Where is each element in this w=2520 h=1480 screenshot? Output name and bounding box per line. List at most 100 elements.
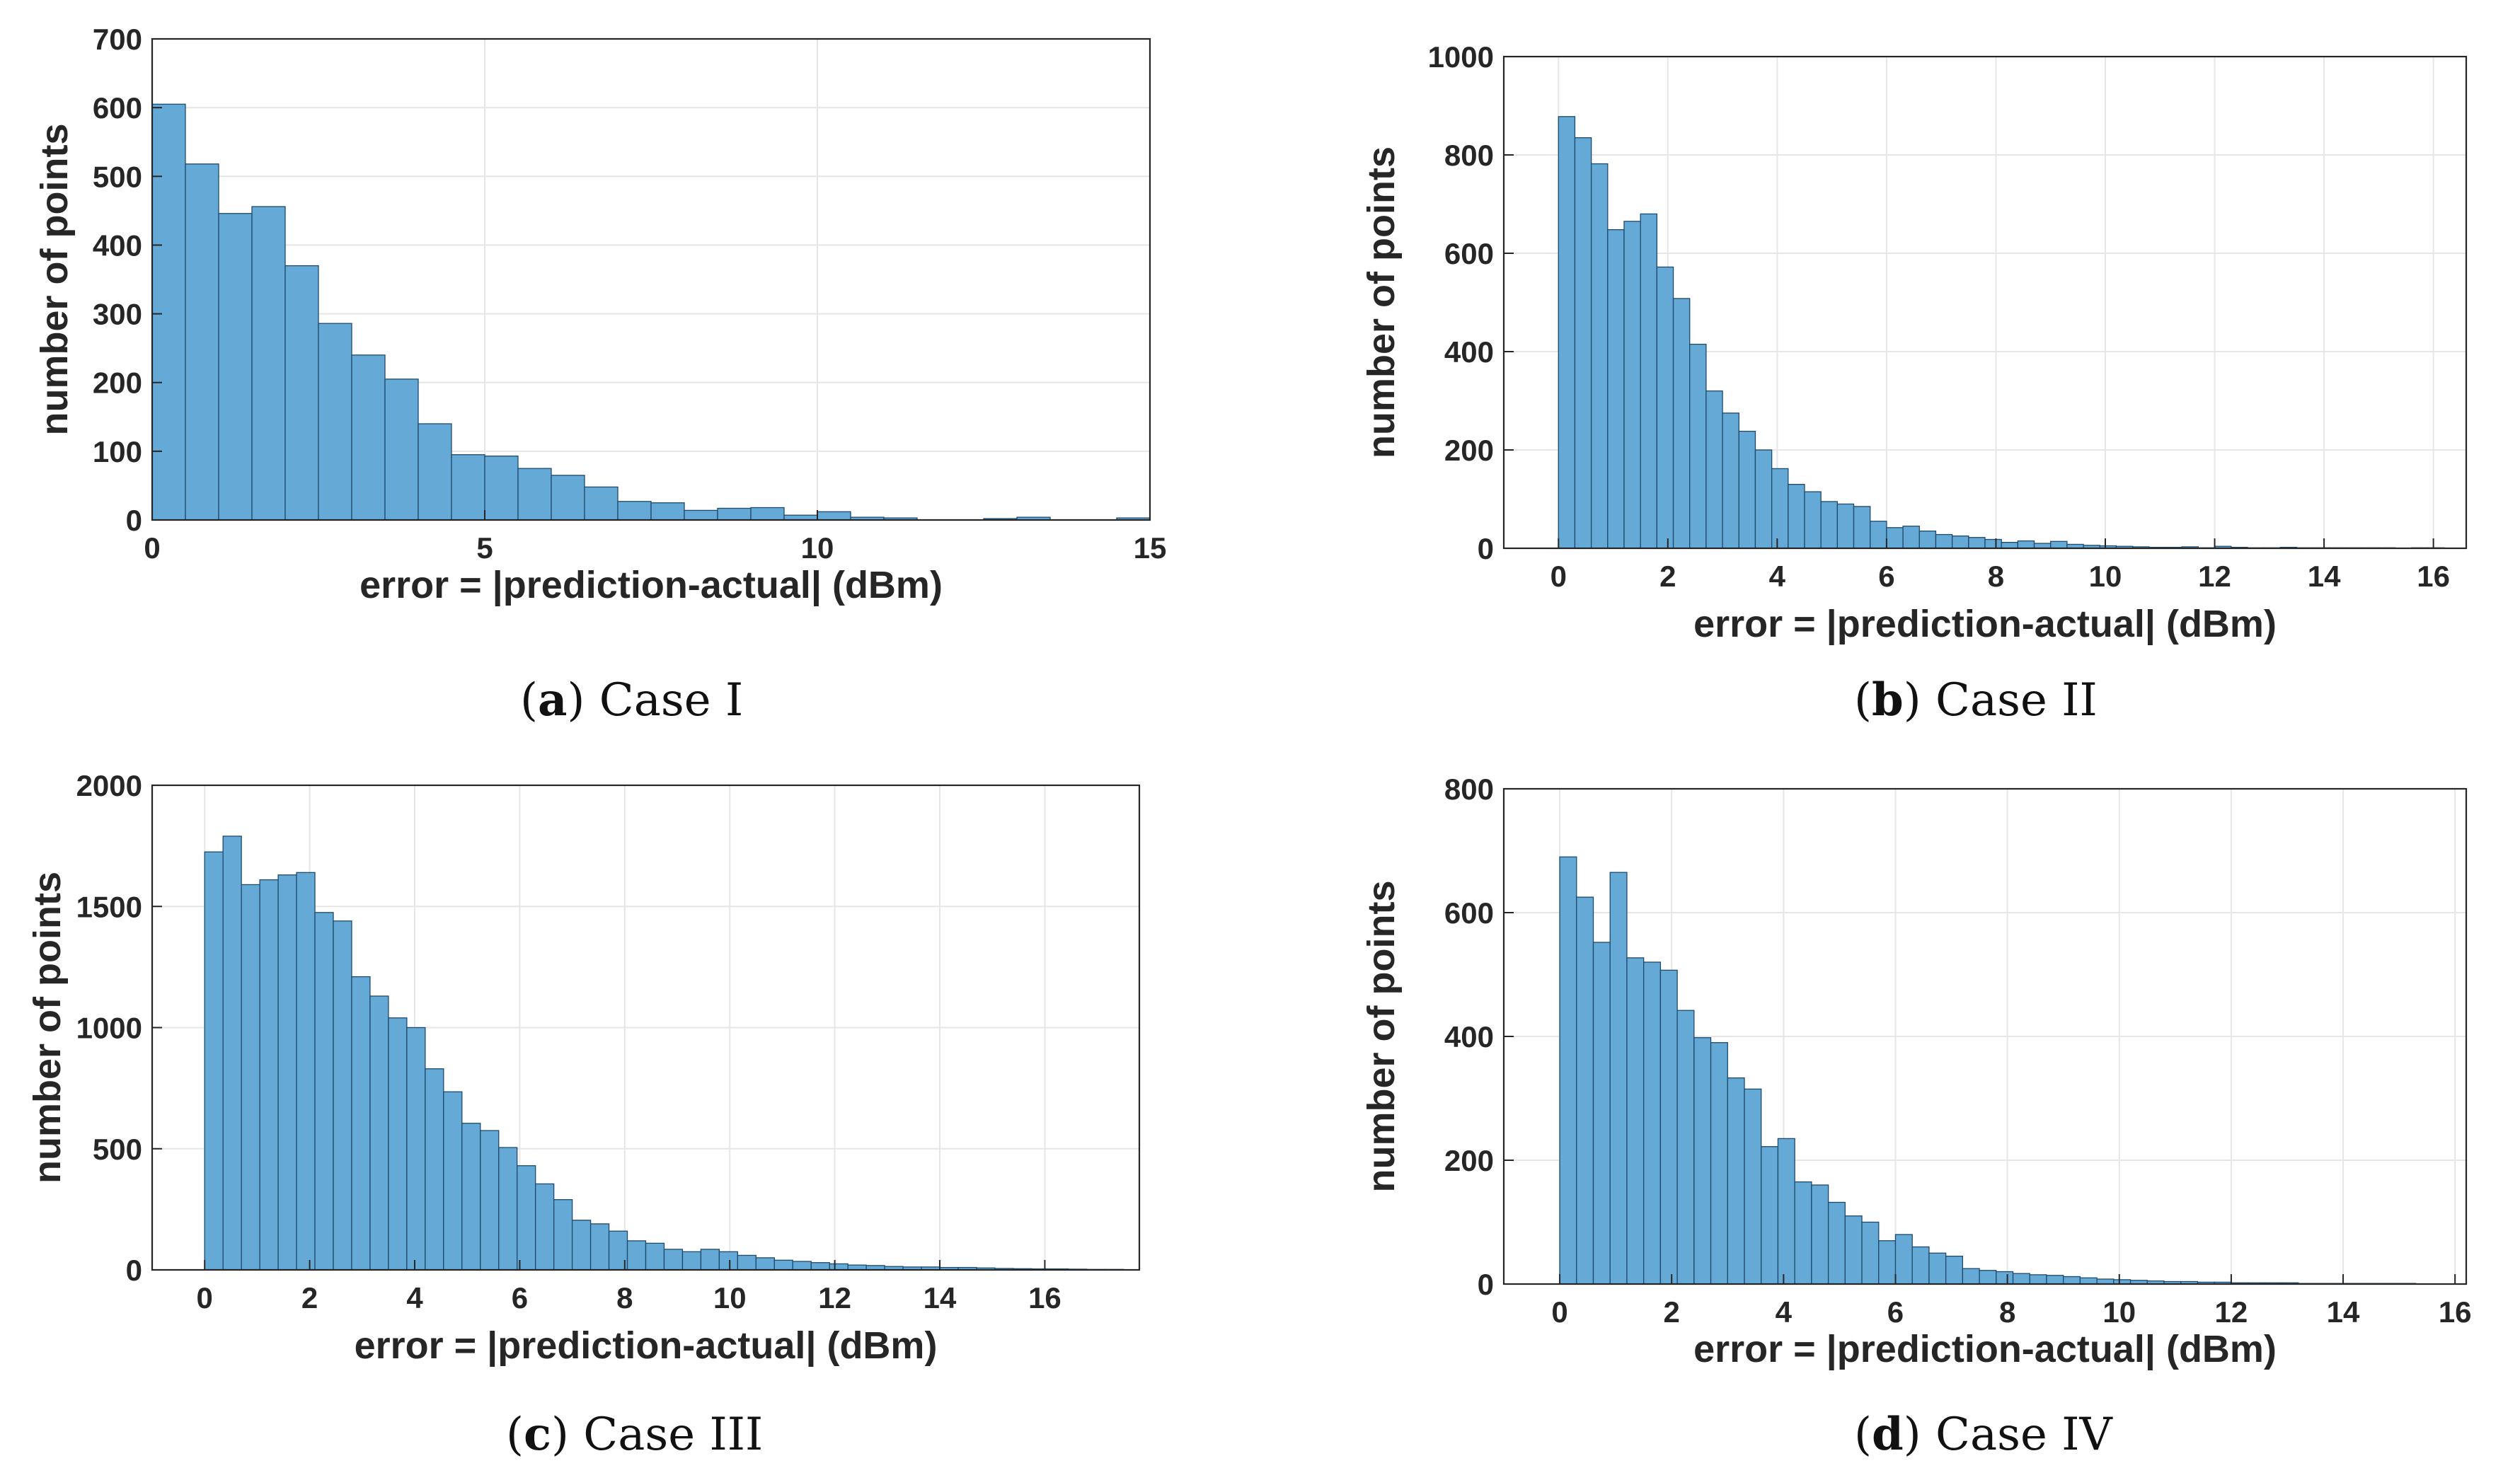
caption-b: (b) Case II	[1854, 673, 2098, 727]
histogram-bar	[1951, 535, 1969, 549]
histogram-bar	[2017, 540, 2035, 549]
x-tick-label: 15	[1134, 531, 1167, 565]
x-tick-label: 16	[2439, 1295, 2472, 1329]
caption-letter-d: d	[1871, 1408, 1904, 1461]
histogram-bar	[1559, 856, 1577, 1285]
x-tick-label: 0	[144, 531, 160, 565]
histogram-bar	[1911, 1246, 1930, 1285]
histogram-bar	[406, 1027, 426, 1271]
x-tick-label: 4	[1776, 1295, 1793, 1329]
y-tick-label: 600	[1444, 237, 1494, 270]
x-tick-label: 6	[1878, 560, 1894, 593]
y-tick-label: 800	[1444, 139, 1494, 172]
histogram-bar	[700, 1249, 720, 1271]
histogram-bar	[1996, 1271, 2014, 1285]
histogram-bar	[1693, 1037, 1712, 1285]
histogram-bar	[333, 920, 352, 1271]
histogram-case-iii: 0 2 4 6 8 10 12 14 16 0 500 1000 1500 2000 error = |pr…	[26, 769, 1141, 1368]
histogram-bar	[1979, 1270, 1997, 1285]
histogram-bar	[480, 1130, 500, 1271]
x-tick-label: 8	[616, 1281, 633, 1314]
histogram-bar	[1870, 521, 1887, 549]
y-tick-label: 500	[93, 1133, 142, 1166]
y-tick-label: 1000	[76, 1012, 142, 1045]
caption-a: (a) Case I	[520, 673, 744, 727]
histogram-bar	[388, 1017, 408, 1271]
histogram-bar	[551, 475, 585, 521]
y-tick-label: 0	[126, 1254, 142, 1287]
histogram-bar	[1592, 942, 1611, 1285]
histogram-bar	[1744, 1088, 1762, 1285]
x-tick-label: 2	[301, 1281, 318, 1314]
x-tick-label: 10	[2089, 560, 2122, 593]
x-tick-label: 14	[924, 1281, 957, 1314]
histogram-bar	[314, 912, 334, 1271]
y-axis-label: number of points	[26, 872, 69, 1184]
y-tick-label: 800	[1444, 773, 1494, 806]
histogram-bar	[351, 354, 386, 521]
histogram-bar	[151, 103, 186, 521]
histogram-bar	[1672, 298, 1691, 549]
histogram-bar	[663, 1249, 684, 1271]
histogram-bar	[750, 507, 785, 521]
histogram-bar	[1676, 1010, 1695, 1285]
x-tick-label: 8	[1988, 560, 2004, 593]
caption-letter-c: c	[523, 1408, 551, 1461]
histogram-bar	[1558, 116, 1576, 549]
histogram-bar	[617, 501, 652, 521]
axes-box	[151, 37, 1151, 521]
y-tick-label: 200	[93, 366, 142, 400]
histogram-bar	[1689, 343, 1707, 549]
histogram-bar	[1640, 213, 1658, 549]
histogram-bar	[829, 1263, 848, 1271]
histogram-bar	[2029, 1274, 2047, 1285]
histogram-bar	[718, 1251, 739, 1271]
y-axis-label: number of points	[1360, 146, 1403, 458]
histogram-bar	[222, 836, 242, 1271]
histogram-bar	[1984, 538, 2002, 549]
x-tick-label: 16	[2417, 560, 2450, 593]
x-axis-label: error = |prediction-actual| (dBm)	[355, 1324, 938, 1368]
histogram-bar	[259, 879, 279, 1271]
histogram-bar	[1804, 491, 1822, 549]
histogram-bar	[251, 206, 286, 521]
x-tick-label: 4	[1769, 560, 1786, 593]
x-tick-label: 16	[1028, 1281, 1061, 1314]
y-tick-label: 600	[93, 91, 142, 125]
x-tick-label: 10	[801, 531, 834, 565]
histogram-bar	[218, 213, 253, 521]
x-tick-label: 0	[1551, 1295, 1567, 1329]
caption-text-d: Case IV	[1935, 1409, 2112, 1461]
histogram-bar	[681, 1251, 702, 1271]
y-tick-label: 600	[1444, 896, 1494, 930]
histogram-bar	[1722, 412, 1739, 549]
caption-text-b: Case II	[1935, 674, 2098, 727]
histogram-bar	[1935, 533, 1953, 549]
histogram-bar	[1590, 163, 1609, 549]
histogram-bar	[1710, 1042, 1728, 1285]
histogram-bar	[1827, 1201, 1846, 1285]
histogram-bar	[755, 1257, 775, 1271]
x-tick-label: 6	[1887, 1295, 1904, 1329]
histogram-bar	[1643, 961, 1662, 1285]
histogram-bar	[2012, 1273, 2030, 1285]
histogram-bar	[1811, 1184, 1829, 1285]
histogram-bar	[1626, 957, 1645, 1285]
x-tick-label: 12	[818, 1281, 851, 1314]
caption-d: (d) Case IV	[1854, 1408, 2112, 1461]
y-tick-label: 400	[93, 229, 142, 262]
histogram-bar	[589, 1223, 610, 1271]
y-tick-label: 1500	[76, 890, 142, 923]
histogram-bar	[1968, 537, 1986, 549]
histogram-bar	[1794, 1181, 1812, 1285]
histogram-bar	[296, 872, 316, 1271]
histogram-bar	[650, 502, 685, 521]
histogram-bar	[1659, 969, 1678, 1285]
y-tick-label: 100	[93, 435, 142, 468]
y-tick-label: 500	[93, 160, 142, 193]
histogram-bar	[571, 1220, 592, 1271]
histogram-bar	[1738, 430, 1756, 549]
histogram-bar	[1945, 1255, 1964, 1285]
histogram-bar	[384, 378, 419, 521]
